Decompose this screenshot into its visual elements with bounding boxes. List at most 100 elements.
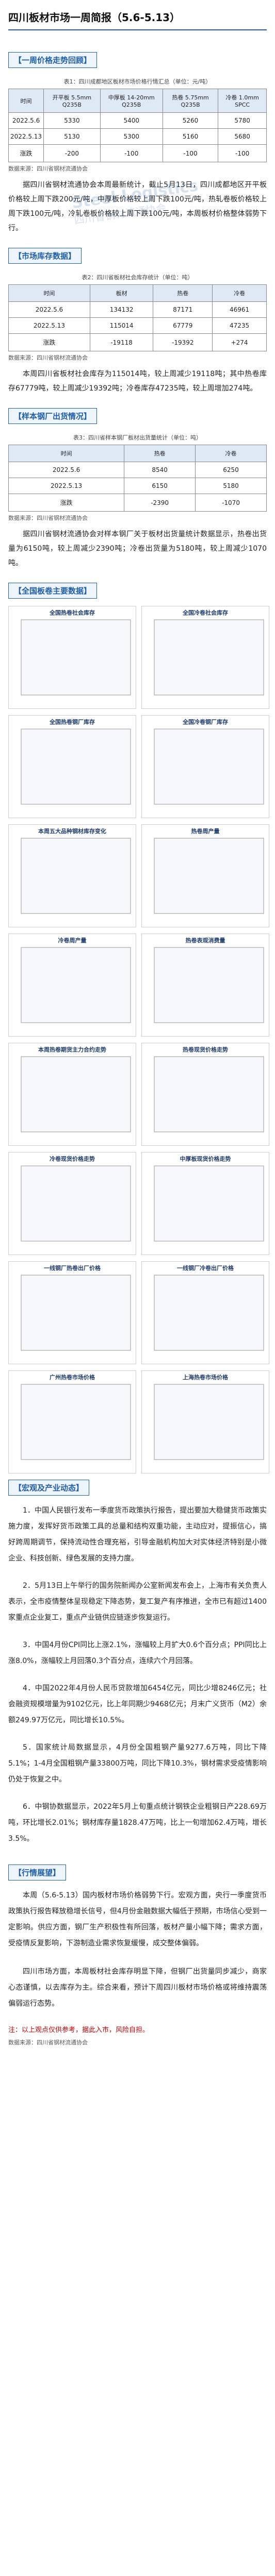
plot-area (21, 619, 131, 696)
chart-grid: 全国热卷社会库存 全国冷卷社会库存 全国热卷钢厂库存 全国冷卷钢厂库存 本周五大品种钢材… (8, 606, 269, 1473)
header-row: 时间 开平板 5.5mm Q235B 中厚板 14-20mm Q235B 热卷 5.7… (8, 89, 267, 113)
table-cell: -19392 (153, 333, 213, 351)
charts-section: 【全国板卷主要数据】 全国热卷社会库存 全国冷卷社会库存 全国热卷钢厂库存 全国冷卷钢… (8, 577, 269, 1473)
paragraph: 据四川省钢材流通协会本周最新统计，截止5月13日，四川成都地区开平板价格较上周下… (8, 181, 267, 232)
header-cell: 冷卷 (212, 284, 267, 302)
source: 数据来源：四川省钢材流通协会 (8, 354, 88, 361)
table-cell: 5160 (162, 128, 219, 145)
table-cell: 67779 (153, 317, 213, 334)
source: 数据来源：四川省钢材流通协会 (8, 165, 88, 172)
plot-area (21, 1165, 131, 1242)
ship-section: 【样本钢厂出货情况】 表3：四川省样本钢厂板材出货量统计（单位：吨） 时间 热卷冷… (8, 402, 267, 570)
chart-image: 热卷表观消费量 (141, 934, 269, 1037)
plot-area (154, 619, 264, 696)
table-row: 2022.5.13 115014 67779 47235 (8, 317, 267, 334)
section-heading: 【样本钢厂出货情况】 (8, 408, 98, 424)
table-cell: -100 (100, 144, 163, 162)
table-cell: 46961 (212, 301, 267, 318)
table-cell: 6150 (124, 478, 196, 494)
table-cell: 115014 (89, 317, 154, 334)
chart-frame (154, 619, 264, 696)
table-row: 涨跌 -2390 -1070 (8, 494, 267, 512)
source: 数据来源：四川省钢材流通协会 (8, 515, 88, 521)
plot-area (154, 1384, 264, 1460)
chart-frame (21, 1275, 131, 1351)
chart-title: 热卷表观消费量 (185, 937, 225, 944)
macro-section: 【宏观及产业动态】 1．中国人民银行发布一季度货币政策执行报告，提出要加大稳健货… (8, 1473, 267, 1847)
data-table: 时间 板材 热卷 冷卷 2022.5.6 134132 87171 46961 2022.5.1… (8, 284, 267, 351)
header-cell: 板材 (89, 284, 154, 302)
plot-area (21, 1384, 131, 1460)
table-cell: 2022.5.13 (8, 478, 125, 494)
chart-image: 一线钢厂冷卷出厂价格 (141, 1261, 269, 1364)
chart-frame (21, 619, 131, 696)
table-cell: +274 (212, 333, 267, 351)
source: 数据来源：四川省钢材流通协会 (8, 2039, 88, 2046)
chart-title: 全国热卷钢厂库存 (50, 719, 95, 725)
table-row: 涨跌 -19118 -19392 +274 (8, 333, 267, 351)
table-cell: 134132 (89, 301, 154, 318)
header-cell: 中厚板 14-20mm Q235B (100, 89, 163, 113)
table-cell: 涨跌 (8, 144, 44, 162)
chart-frame (154, 1384, 264, 1460)
table-cell: 47235 (212, 317, 267, 334)
plot-area (21, 728, 131, 805)
chart-image: 热卷现货价格走势 (141, 1043, 269, 1146)
plot-area (154, 838, 264, 914)
chart-frame (154, 1056, 264, 1132)
table-cell: -2390 (124, 494, 196, 512)
paragraph: 2．5月13日上午举行的国务院新闻办公室新闻发布会上，上海市有关负责人表示，全市… (8, 1582, 267, 1622)
table-caption: 表3：四川省样本钢厂板材出货量统计（单位：吨） (73, 434, 202, 441)
header-cell: 热卷 (124, 445, 196, 462)
header-cell: 冷卷 (195, 445, 267, 462)
chart-frame (21, 1165, 131, 1242)
table-cell: 5130 (43, 128, 101, 145)
table-row: 2022.5.6 8540 6250 (8, 462, 267, 478)
note: 注：以上观点仅供参考，据此入市，风险自担。 (8, 2026, 150, 2034)
chart-frame (21, 838, 131, 914)
plot-area (154, 1056, 264, 1132)
header-row: 时间 板材 热卷 冷卷 (8, 284, 267, 302)
table-cell: 2022.5.13 (8, 317, 90, 334)
plot-area (154, 728, 264, 805)
chart-title: 本周热卷期货主力合约走势 (38, 1046, 106, 1053)
header-cell: 时间 (8, 445, 125, 462)
chart-image: 全国热卷社会库存 (8, 606, 136, 709)
paragraph: 1．中国人民银行发布一季度货币政策执行报告，提出要加大稳健货币政策实施力度，发挥… (8, 1506, 267, 1563)
table-cell: 6250 (195, 462, 267, 478)
chart-frame (154, 728, 264, 805)
table-cell: 2022.5.6 (8, 301, 90, 318)
table-cell: 5330 (43, 112, 101, 129)
chart-frame (154, 947, 264, 1023)
chart-title: 广州热卷市场价格 (50, 1374, 95, 1381)
chart-title: 热卷现货价格走势 (183, 1046, 228, 1053)
table-cell: 2022.5.6 (8, 112, 44, 129)
paragraph: 据四川省钢材流通协会对样本钢厂关于板材出货量统计数据显示，热卷出货量为6150吨… (8, 530, 267, 567)
plot-area (21, 1275, 131, 1351)
chart-title: 全国冷卷钢厂库存 (183, 719, 228, 725)
header-cell: 热卷 (153, 284, 213, 302)
chart-image: 广州热卷市场价格 (8, 1370, 136, 1473)
header-cell: 热卷 5.75mm Q235B (162, 89, 219, 113)
table-cell: -1070 (195, 494, 267, 512)
chart-image: 上海热卷市场价格 (141, 1370, 269, 1473)
section-heading: 【一周价格走势回顾】 (8, 52, 98, 68)
table-cell: 5400 (100, 112, 163, 129)
plot-area (154, 1165, 264, 1242)
table-cell: 5680 (218, 128, 267, 145)
paragraph: 3．中国4月份CPI同比上涨2.1%，涨幅较上月扩大0.6个百分点；PPI同比上… (8, 1641, 267, 1665)
price-section: 【一周价格走势回顾】 表1：四川成都地区板材市场价格行情汇总（单位：元/吨） 时… (8, 46, 267, 235)
section-heading: 【市场库存数据】 (8, 248, 82, 264)
plot-area (154, 947, 264, 1023)
stock-section: 【市场库存数据】 表2：四川省板材社会库存统计（单位：吨） 时间 板材 热卷 冷卷 20… (8, 242, 267, 396)
paragraph: 6．中钢协数据显示，2022年5月上旬重点统计钢铁企业粗钢日产228.69万吨，… (8, 1803, 267, 1843)
paragraph: 4．中国2022年4月份人民币贷款增加6454亿元，同比少增8246亿元；社会融… (8, 1684, 267, 1724)
chart-frame (21, 947, 131, 1023)
table-cell: -200 (43, 144, 101, 162)
chart-title: 全国热卷社会库存 (50, 609, 95, 616)
chart-image: 热卷周产量 (141, 824, 269, 927)
chart-image: 全国冷卷社会库存 (141, 606, 269, 709)
table-cell: 87171 (153, 301, 213, 318)
plot-area (154, 1275, 264, 1351)
table-row: 2022.5.13 6150 5180 (8, 478, 267, 494)
